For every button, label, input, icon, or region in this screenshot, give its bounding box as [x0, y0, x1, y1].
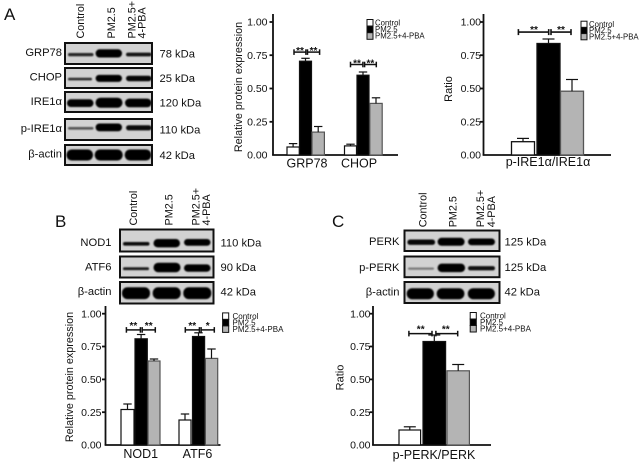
svg-text:**: ** — [442, 324, 450, 335]
svg-text:NOD1: NOD1 — [80, 237, 111, 249]
svg-text:Relative protein expression: Relative protein expression — [64, 312, 76, 442]
svg-text:p-IRE1α/IRE1α: p-IRE1α/IRE1α — [506, 155, 591, 169]
svg-text:Control: Control — [375, 18, 400, 27]
svg-text:**: ** — [188, 321, 196, 332]
svg-text:Control: Control — [75, 4, 87, 39]
svg-text:1.00: 1.00 — [350, 308, 371, 320]
svg-text:Ratio: Ratio — [335, 365, 347, 391]
svg-text:PM2.5+: PM2.5+ — [191, 188, 203, 226]
svg-text:PM2.5+: PM2.5+ — [126, 1, 138, 39]
svg-text:25 kDa: 25 kDa — [160, 73, 196, 85]
svg-text:PM2.5: PM2.5 — [106, 7, 118, 38]
svg-text:p-IRE1α: p-IRE1α — [21, 123, 63, 135]
svg-text:Control: Control — [128, 191, 140, 226]
svg-text:120 kDa: 120 kDa — [160, 98, 202, 110]
svg-text:GRP78: GRP78 — [287, 156, 328, 170]
svg-text:Control: Control — [418, 192, 430, 227]
svg-text:0.75: 0.75 — [247, 50, 268, 62]
svg-text:42 kDa: 42 kDa — [160, 150, 196, 162]
svg-text:0.25: 0.25 — [461, 117, 482, 129]
svg-text:110 kDa: 110 kDa — [221, 238, 263, 250]
svg-text:**: ** — [145, 321, 153, 332]
svg-text:PERK: PERK — [369, 236, 400, 248]
svg-text:B: B — [55, 212, 66, 231]
svg-text:Ratio: Ratio — [443, 76, 455, 102]
svg-text:Relative protein expression: Relative protein expression — [233, 22, 245, 152]
svg-text:PM2.5+4-PBA: PM2.5+4-PBA — [480, 324, 532, 333]
svg-text:42 kDa: 42 kDa — [221, 287, 257, 299]
svg-text:Control: Control — [589, 20, 614, 29]
svg-text:**: ** — [367, 58, 375, 69]
svg-text:0.50: 0.50 — [461, 83, 482, 95]
svg-text:4-PBA: 4-PBA — [201, 193, 213, 225]
svg-text:0.00: 0.00 — [81, 440, 102, 452]
svg-text:0.25: 0.25 — [350, 407, 371, 419]
svg-text:0.00: 0.00 — [247, 150, 268, 162]
svg-text:0.50: 0.50 — [350, 374, 371, 386]
svg-text:Control: Control — [480, 311, 506, 320]
svg-text:ATF6: ATF6 — [85, 262, 112, 274]
svg-text:NOD1: NOD1 — [123, 447, 158, 461]
svg-text:**: ** — [296, 46, 304, 57]
svg-text:125 kDa: 125 kDa — [505, 237, 547, 249]
svg-text:1.00: 1.00 — [247, 17, 268, 29]
svg-text:0.00: 0.00 — [350, 440, 371, 452]
svg-text:**: ** — [130, 321, 138, 332]
svg-text:A: A — [4, 5, 16, 24]
svg-text:GRP78: GRP78 — [25, 47, 62, 59]
svg-text:PM2.5: PM2.5 — [233, 318, 257, 327]
svg-text:PM2.5: PM2.5 — [375, 25, 398, 34]
svg-text:0.00: 0.00 — [461, 150, 482, 162]
svg-text:PM2.5+4-PBA: PM2.5+4-PBA — [375, 32, 425, 41]
svg-text:CHOP: CHOP — [341, 156, 377, 170]
svg-text:125 kDa: 125 kDa — [505, 262, 547, 274]
svg-text:PM2.5+: PM2.5+ — [475, 190, 487, 228]
svg-text:β-actin: β-actin — [366, 287, 400, 299]
svg-text:0.25: 0.25 — [247, 117, 268, 129]
svg-text:PM2.5: PM2.5 — [164, 194, 176, 225]
svg-text:0.75: 0.75 — [350, 341, 371, 353]
svg-text:1.00: 1.00 — [81, 308, 102, 320]
svg-text:p-PERK: p-PERK — [359, 262, 400, 274]
svg-text:CHOP: CHOP — [30, 72, 62, 84]
svg-text:90 kDa: 90 kDa — [221, 262, 257, 274]
svg-text:Control: Control — [233, 312, 259, 321]
svg-text:4-PBA: 4-PBA — [486, 195, 498, 227]
svg-text:110 kDa: 110 kDa — [160, 125, 202, 137]
svg-text:**: ** — [310, 46, 318, 57]
svg-text:β-actin: β-actin — [78, 286, 112, 298]
svg-text:**: ** — [417, 324, 425, 335]
svg-text:**: ** — [557, 25, 565, 36]
svg-text:PM2.5: PM2.5 — [480, 318, 504, 327]
svg-text:**: ** — [530, 25, 538, 36]
svg-text:0.50: 0.50 — [247, 83, 268, 95]
svg-text:0.25: 0.25 — [81, 407, 102, 419]
svg-text:PM2.5: PM2.5 — [589, 26, 612, 35]
svg-text:4-PBA: 4-PBA — [137, 6, 149, 38]
svg-text:1.00: 1.00 — [461, 17, 482, 29]
svg-text:β-actin: β-actin — [28, 149, 62, 161]
svg-text:0.75: 0.75 — [461, 50, 482, 62]
svg-text:*: * — [206, 321, 210, 332]
svg-text:IRE1α: IRE1α — [31, 96, 63, 108]
svg-text:0.50: 0.50 — [81, 374, 102, 386]
svg-text:p-PERK/PERK: p-PERK/PERK — [393, 448, 476, 462]
svg-text:0.75: 0.75 — [81, 341, 102, 353]
svg-text:ATF6: ATF6 — [183, 447, 213, 461]
svg-text:C: C — [332, 212, 344, 231]
svg-text:PM2.5: PM2.5 — [448, 196, 460, 227]
svg-text:PM2.5+4-PBA: PM2.5+4-PBA — [233, 325, 285, 334]
svg-text:78 kDa: 78 kDa — [160, 49, 196, 61]
svg-text:**: ** — [353, 58, 361, 69]
svg-text:PM2.5+4-PBA: PM2.5+4-PBA — [589, 32, 639, 41]
svg-text:42 kDa: 42 kDa — [505, 287, 541, 299]
